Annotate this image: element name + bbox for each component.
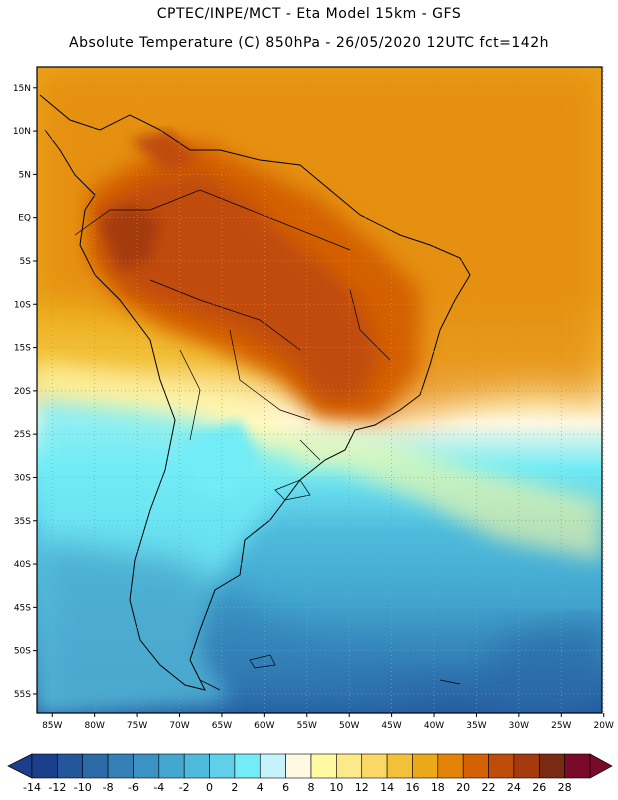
lon-label: 85W [42,721,62,731]
coastline [39,94,471,691]
colorbar-swatch [57,753,84,779]
colorbar-swatch [564,753,591,779]
colorbar-swatch [259,753,286,779]
colorbar-swatch [158,753,185,779]
colorbar-tick-label: 20 [456,781,470,794]
colorbar-tick-label: 26 [532,781,546,794]
colorbar-swatch [285,753,312,779]
colorbar-tick-label: 4 [257,781,264,794]
colorbar-swatch [412,753,439,779]
lat-label: 50S [14,647,31,657]
lat-label: EQ [18,214,31,224]
colorbar-tick-label: 28 [558,781,572,794]
colorbar: -14 -12 -10 -8 -6 -4 -2 0 2 4 6 8 10 12 14 16 18 20 22 24 26… [7,753,613,794]
map-title: CPTEC/INPE/MCT - Eta Model 15km - GFS [156,6,462,22]
colorbar-swatch [133,753,160,779]
lat-label: 55S [14,690,31,700]
lat-label: 20S [14,387,31,397]
lat-label: 5S [20,257,32,267]
colorbar-tick-label: 24 [507,781,521,794]
lat-label: 5N [19,170,31,180]
lat-label: 15N [13,84,31,94]
colorbar-under-arrow [7,753,33,779]
lon-label: 75W [127,721,147,731]
colorbar-tick-label: 6 [282,781,289,794]
colorbar-swatch [183,753,210,779]
colorbar-swatch [538,753,565,779]
colorbar-swatch [310,753,337,779]
lon-label: 60W [254,721,274,731]
lon-label: 70W [169,721,189,731]
lat-label: 10N [13,127,31,137]
colorbar-swatch [513,753,540,779]
colorbar-tick-label: 22 [482,781,496,794]
colorbar-swatch [82,753,109,779]
lat-label: 30S [14,473,31,483]
lon-label: 20W [594,721,614,731]
colorbar-swatch [462,753,489,779]
lat-label: 35S [14,517,31,527]
lat-label: 10S [14,300,31,310]
colorbar-swatch [107,753,134,779]
colorbar-tick-label: -8 [103,781,114,794]
map-subtitle: Absolute Temperature (C) 850hPa - 26/05/… [69,35,549,51]
colorbar-over-arrow [589,753,613,779]
colorbar-tick-label: 12 [355,781,369,794]
colorbar-swatch [209,753,236,779]
colorbar-tick-label: 14 [380,781,394,794]
colorbar-swatch [361,753,388,779]
lon-label: 35W [466,721,486,731]
colorbar-tick-label: -6 [128,781,139,794]
colorbar-tick-label: 2 [231,781,238,794]
colorbar-tick-label: 18 [431,781,445,794]
lon-label: 55W [297,721,317,731]
lon-label: 30W [509,721,529,731]
colorbar-tick-label: 8 [308,781,315,794]
lon-label: 25W [551,721,571,731]
lon-label: 50W [339,721,359,731]
lat-label: 45S [14,603,31,613]
colorbar-tick-label: -10 [74,781,92,794]
colorbar-tick-label: -2 [179,781,190,794]
temperature-field [37,67,602,713]
colorbar-tick-label: 10 [329,781,343,794]
latitude-labels: 15N 10N 5N EQ 5S 10S 15S 20S 25S 30S 35S 40S 45S 50S 5… [13,84,37,700]
colorbar-tick-label: -14 [23,781,41,794]
longitude-labels: 85W 80W 75W 70W 65W 60W 55W 50W 45W 40W 35W 30W 25W 2… [42,713,614,731]
map-frame [36,66,603,714]
lon-label: 40W [424,721,444,731]
colorbar-swatch [488,753,515,779]
colorbar-tick-label: 16 [405,781,419,794]
lon-label: 45W [381,721,401,731]
lat-label: 25S [14,430,31,440]
colorbar-tick-label: 0 [206,781,213,794]
colorbar-swatch [437,753,464,779]
lon-label: 65W [212,721,232,731]
lon-label: 80W [85,721,105,731]
colorbar-swatch [31,753,58,779]
colorbar-tick-label: -12 [48,781,66,794]
colorbar-swatch [386,753,413,779]
colorbar-tick-label: -4 [153,781,164,794]
colorbar-swatch [234,753,261,779]
lat-label: 40S [14,560,31,570]
colorbar-swatch [336,753,363,779]
lat-label: 15S [14,344,31,354]
